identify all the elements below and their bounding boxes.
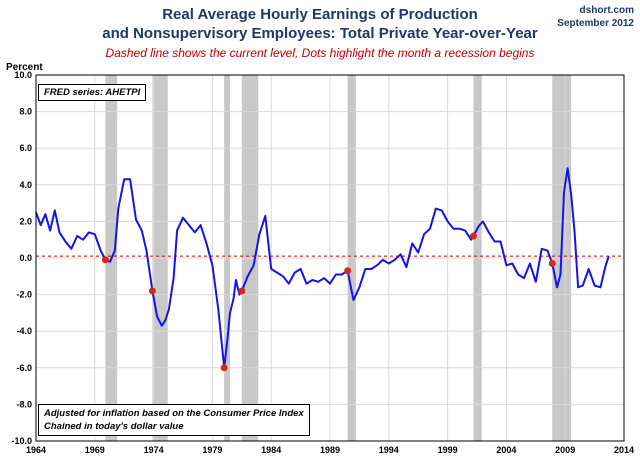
recession-start-dot-1: [148, 287, 156, 295]
x-tick-label-0: 1964: [26, 445, 46, 455]
recession-start-dot-4: [344, 267, 352, 275]
y-tick-label-3: -4.0: [16, 326, 32, 336]
x-tick-label-7: 1999: [438, 445, 458, 455]
chart-title-line-2: and Nonsupervisory Employees: Total Priv…: [102, 25, 538, 42]
chart-title-line-1: Real Average Hourly Earnings of Producti…: [162, 6, 478, 23]
x-tick-label-9: 2009: [555, 445, 575, 455]
source-date: September 2012: [557, 18, 634, 29]
plot-frame: [35, 74, 625, 442]
x-tick-label-2: 1974: [144, 445, 164, 455]
recession-start-dot-6: [548, 259, 556, 267]
inflation-note-box: Adjusted for inflation based on the Cons…: [38, 404, 310, 436]
y-tick-label-8: 6.0: [19, 143, 32, 153]
source-label: dshort.com: [579, 5, 634, 16]
x-tick-label-3: 1979: [202, 445, 222, 455]
x-tick-label-4: 1984: [261, 445, 281, 455]
y-tick-label-7: 4.0: [19, 180, 32, 190]
y-tick-label-10: 10.0: [14, 70, 32, 80]
x-tick-label-6: 1994: [379, 445, 399, 455]
y-tick-label-4: -2.0: [16, 290, 32, 300]
series-line-0: [35, 167, 610, 369]
chart-subtitle: Dashed line shows the current level, Dot…: [105, 46, 535, 60]
inflation-note-line-1: Adjusted for inflation based on the Cons…: [44, 408, 304, 419]
y-tick-label-6: 2.0: [19, 216, 32, 226]
axis-ticks: -10.0 -8.0 -6.0 -4.0 -2.0 0.0 2.0 4.0 6.0 8.0 10.0…: [11, 70, 634, 455]
grid-lines: [35, 74, 625, 442]
y-axis-label: Percent: [6, 62, 43, 73]
x-tick-label-5: 1989: [320, 445, 340, 455]
series-layer: [35, 167, 610, 369]
recession-start-dot-3: [238, 287, 246, 295]
y-tick-label-9: 8.0: [19, 107, 32, 117]
y-tick-label-0: -10.0: [11, 436, 32, 446]
y-tick-label-1: -8.0: [16, 399, 32, 409]
source-block: dshort.com September 2012: [557, 4, 634, 30]
x-tick-label-8: 2004: [496, 445, 516, 455]
x-tick-label-1: 1969: [85, 445, 105, 455]
y-tick-label-5: 0.0: [19, 253, 32, 263]
recession-start-dot-2: [220, 364, 228, 372]
inflation-note-line-2: Chained in today's dollar value: [44, 421, 184, 432]
recession-start-dot-5: [469, 232, 477, 240]
y-tick-label-2: -6.0: [16, 363, 32, 373]
fred-series-box: FRED series: AHETPI: [38, 84, 147, 101]
recession-start-dot-0: [101, 256, 109, 264]
x-tick-label-10: 2014: [614, 445, 634, 455]
recession-start-dots: [101, 232, 556, 372]
